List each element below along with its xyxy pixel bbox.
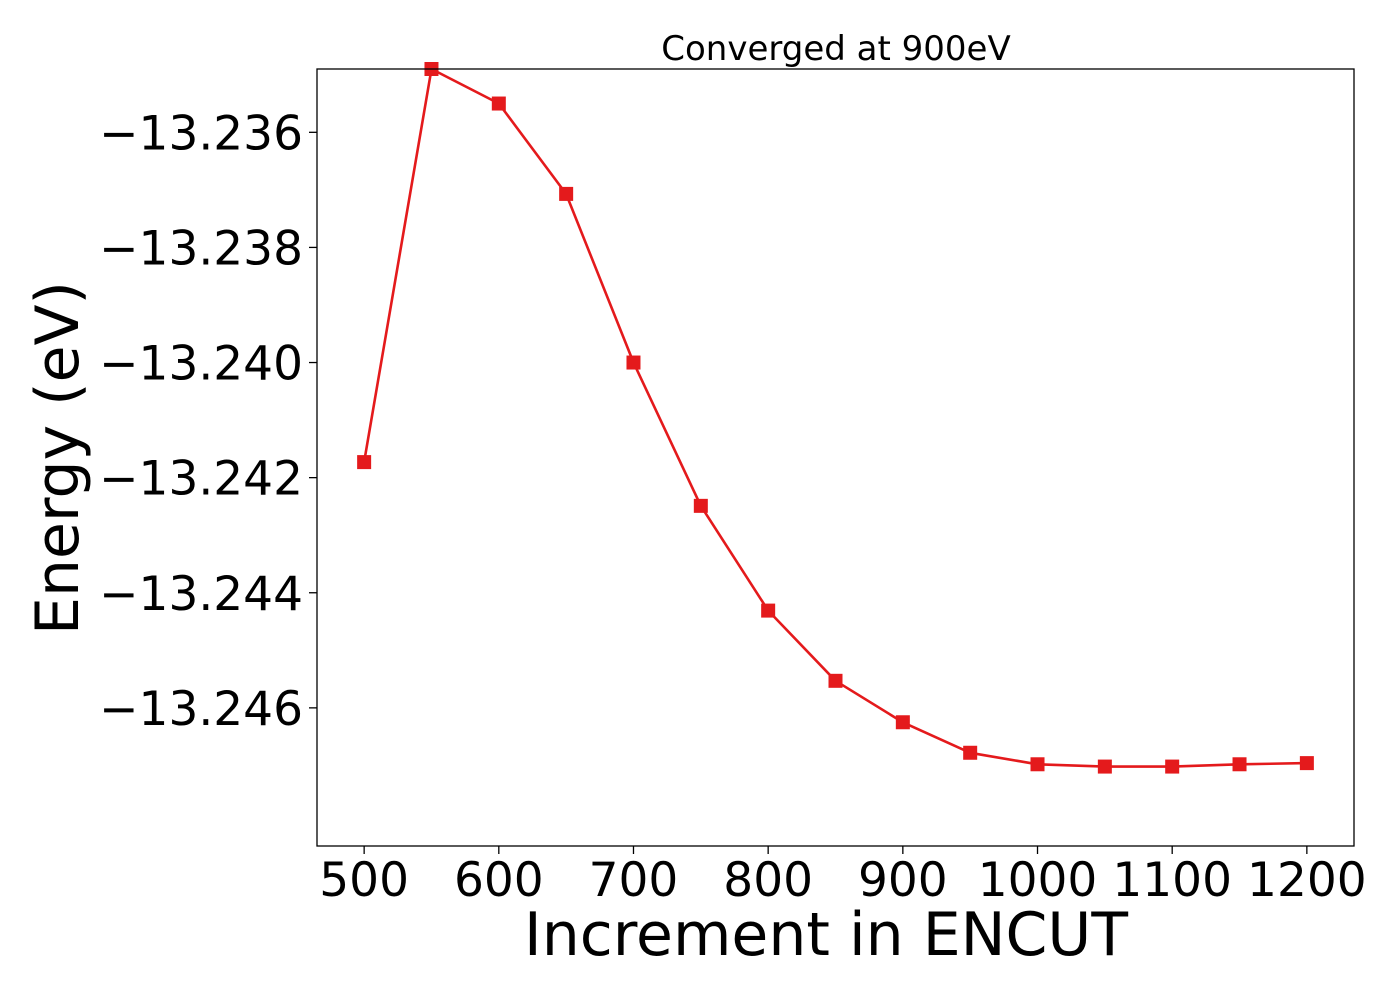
data-point <box>1232 757 1247 772</box>
data-point <box>895 715 910 730</box>
data-point <box>1097 759 1112 774</box>
data-point <box>1165 759 1180 774</box>
plot-area <box>357 62 1314 774</box>
data-point <box>761 603 776 618</box>
data-point <box>559 186 574 201</box>
data-point <box>357 455 372 470</box>
x-tick-label: 800 <box>723 853 813 908</box>
data-point <box>626 355 641 370</box>
data-point <box>828 673 843 688</box>
y-tick-label: −13.236 <box>99 106 303 161</box>
x-tick-label: 500 <box>319 853 409 908</box>
y-axis-label: Energy (eV) <box>23 281 93 635</box>
y-tick-label: −13.244 <box>99 567 303 622</box>
x-tick-label: 900 <box>858 853 948 908</box>
y-tick-label: −13.240 <box>99 337 303 392</box>
data-point <box>693 498 708 513</box>
data-point <box>963 745 978 760</box>
x-tick-label: 1100 <box>1112 853 1232 908</box>
data-point <box>1299 756 1314 771</box>
chart-title: Converged at 900eV <box>661 29 1010 69</box>
x-tick-label: 1200 <box>1247 853 1367 908</box>
plot-frame <box>316 68 1355 847</box>
x-axis: 500 600 700 800 900 1000 1100 1200 <box>319 846 1367 908</box>
y-tick-label: −13.242 <box>99 452 303 507</box>
x-tick-label: 600 <box>454 853 544 908</box>
x-tick-label: 1000 <box>978 853 1098 908</box>
y-axis: −13.246 −13.244 −13.242 −13.240 −13.238 −13.2… <box>99 106 317 737</box>
data-point <box>1030 757 1045 772</box>
x-axis-label: Increment in ENCUT <box>524 900 1128 970</box>
data-point <box>491 96 506 111</box>
y-tick-label: −13.238 <box>99 221 303 276</box>
y-tick-label: −13.246 <box>99 682 303 737</box>
series-line <box>362 67 1307 768</box>
x-tick-label: 700 <box>589 853 679 908</box>
